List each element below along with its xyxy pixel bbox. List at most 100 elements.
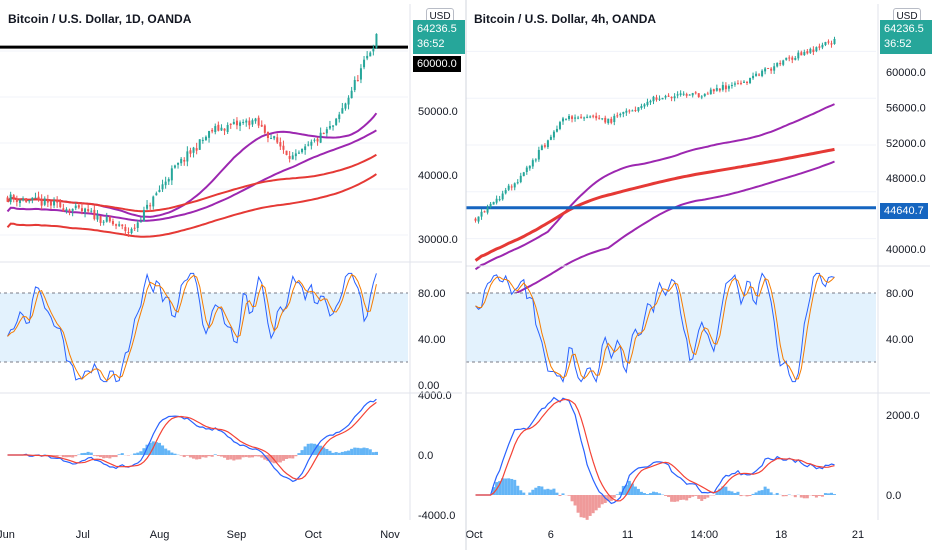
left-candle-body [186,151,189,162]
left-candle-body [359,68,362,80]
right-macd-hist-bar [718,488,722,495]
left-candle-body [232,121,235,125]
right-macd-hist-bar [549,489,553,495]
right-candle-body [791,57,794,60]
right-macd-hist-bar [673,495,677,502]
left-candle-body [322,132,325,134]
right-candle-body [504,190,507,194]
right-macd-hist-bar [817,495,821,496]
right-macd-hist-bar [531,489,535,495]
right-macd-hist-bar [630,483,634,495]
left-chart-title: Bitcoin / U.S. Dollar, 1D, OANDA [8,12,192,26]
right-candle-body [806,51,809,54]
right-candle-body [528,165,531,169]
left-candle-body [220,127,223,131]
left-macd-hist-bar [250,455,254,458]
left-macd-hist-bar [95,455,99,457]
left-candle-body [341,108,344,114]
left-macd-hist-bar [114,455,118,458]
right-candle-body [709,89,712,95]
left-candle-body [170,168,173,181]
left-candle-body [133,227,136,229]
right-macd-hist-bar [534,487,538,495]
left-macd-hist-bar [371,452,375,455]
right-candle-body [643,104,646,107]
left-candle-body [84,208,87,213]
left-macd-hist-bar [142,448,146,455]
right-level-tag: 44640.7 [880,203,928,219]
right-macd-hist-bar [751,493,755,495]
left-candle-body [15,198,18,202]
right-macd-hist-bar [573,495,577,506]
left-candle-body [313,139,316,141]
left-candle-body [152,196,155,207]
right-macd-axis-label: 0.0 [886,490,901,502]
right-candle-body [746,81,749,83]
left-candle-body [177,162,180,165]
left-candle-body [93,209,96,220]
left-candle-body [12,195,15,199]
right-osc-axis-label: 40.00 [886,334,914,346]
left-candle-body [229,123,232,125]
right-candle-body [767,67,770,69]
right-candle-body [721,85,724,90]
left-candle-body [273,136,276,139]
left-macd-hist-bar [105,455,109,458]
right-candle-body [525,167,528,172]
right-macd-hist-bar [576,495,580,513]
left-macd-hist-bar [260,455,264,458]
right-candle-body [555,128,558,132]
right-candle-body [703,93,706,97]
left-candle-body [68,209,71,213]
right-macd-hist-bar [522,492,526,495]
right-candle-body [580,116,583,118]
left-stoch-d-line [7,273,377,382]
left-macd-hist-bar [219,455,223,457]
left-candle-body [6,197,9,202]
left-macd-hist-bar [71,455,75,458]
left-macd-hist-bar [204,455,208,458]
left-macd-hist-bar [244,455,248,458]
left-macd-hist-bar [99,455,103,458]
right-candle-body [667,95,670,97]
left-macd-hist-bar [148,442,152,455]
right-chart-title: Bitcoin / U.S. Dollar, 4h, OANDA [474,12,657,26]
left-candle-body [239,122,242,126]
right-candle-body [637,107,640,111]
right-price-axis-label: 48000.0 [886,173,926,185]
left-candle-body [208,131,211,138]
right-candle-body [824,42,827,46]
right-candle-body [739,82,742,84]
left-macd-hist-bar [229,455,233,460]
left-candle-body [270,138,273,140]
right-macd-hist-bar [645,494,649,495]
right-candle-body [516,182,519,184]
right-macd-hist-bar [694,495,698,496]
left-macd-hist-bar [294,455,298,457]
left-candle-body [124,226,127,232]
left-macd-hist-bar [192,455,196,459]
right-macd-hist-bar [567,495,571,496]
left-candle-body [335,118,338,125]
right-macd-hist-bar [745,495,749,497]
left-candle-body [192,147,195,153]
right-macd-hist-bar [748,495,752,497]
left-candle-body [350,90,353,99]
right-macd-hist-bar [600,495,604,505]
right-macd-hist-bar [691,495,695,497]
left-macd-hist-bar [356,447,360,455]
right-candle-body [568,115,571,120]
left-candle-body [180,158,183,164]
left-candle-body [297,152,300,154]
left-macd-hist-bar [353,447,357,455]
left-candle-body [363,59,366,68]
right-macd-hist-bar [555,492,559,495]
right-macd-hist-bar [618,491,622,495]
right-candle-body [495,198,498,203]
right-macd-hist-bar [603,495,607,504]
right-stoch-d-line [475,273,835,380]
left-macd-hist-bar [257,455,261,457]
left-candle-body [43,198,46,205]
right-candle-body [706,93,709,95]
right-macd-axis-label: 2000.0 [886,410,920,422]
